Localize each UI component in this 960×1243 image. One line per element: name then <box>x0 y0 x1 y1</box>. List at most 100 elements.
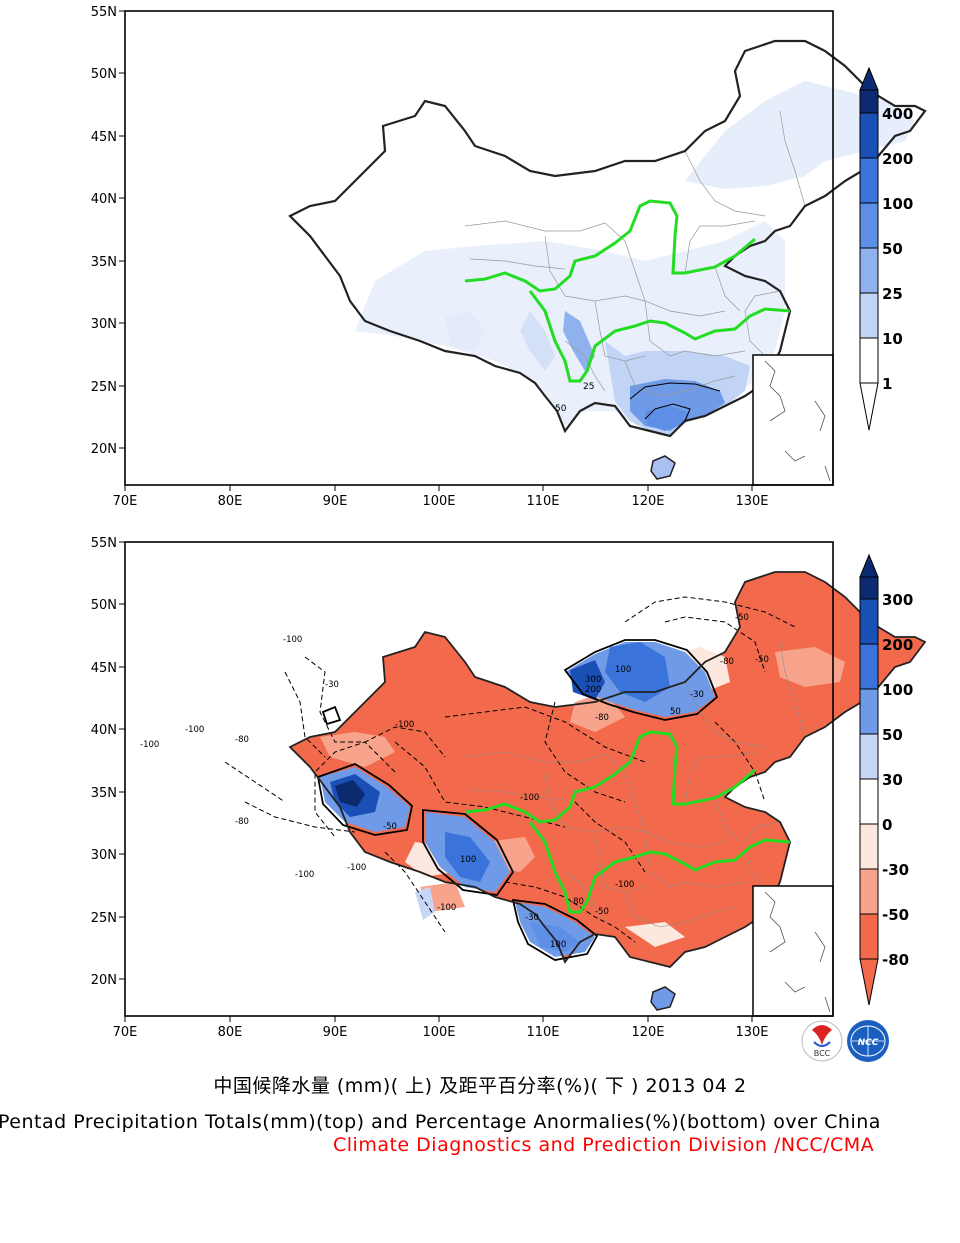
bottom-colorbar: 300 200 100 50 30 0 -30 -50 -80 <box>859 553 913 1006</box>
lat-label: 35N <box>91 786 117 801</box>
lon-label: 120E <box>631 1025 664 1040</box>
contour-label: -80 <box>235 817 249 827</box>
contour-label: -100 <box>283 635 302 645</box>
contour-label: -100 <box>437 903 456 913</box>
contour-label: -30 <box>325 680 339 690</box>
top-contour-label: 25 <box>583 382 594 392</box>
colorbar-label: 200 <box>882 636 913 654</box>
contour-label: -100 <box>615 880 634 890</box>
caption-chinese: 中国候降水量 (mm)( 上) 及距平百分率(%)( 下 ) 2013 04 2 <box>213 1075 747 1097</box>
bottom-lat-labels: 55N 50N 45N 40N 35N 30N 25N 20N <box>91 536 117 988</box>
lat-label: 55N <box>91 536 117 551</box>
lon-label: 90E <box>323 494 348 509</box>
lon-label: 130E <box>735 494 768 509</box>
colorbar-label: 0 <box>882 816 892 834</box>
top-lat-labels: 55N 50N 45N 40N 35N 30N 25N 20N <box>91 5 117 457</box>
contour-label: -100 <box>185 725 204 735</box>
lat-label: 45N <box>91 130 117 145</box>
colorbar-label: -30 <box>882 861 909 879</box>
colorbar-label: 100 <box>882 681 913 699</box>
contour-label: -30 <box>525 913 539 923</box>
colorbar-label: 25 <box>882 285 903 303</box>
colorbar-label: 200 <box>882 150 913 168</box>
contour-label: -100 <box>140 740 159 750</box>
lat-label: 25N <box>91 380 117 395</box>
top-ticks <box>119 10 753 491</box>
colorbar-label: -50 <box>882 906 909 924</box>
bottom-ticks <box>119 541 753 1022</box>
colorbar-label: 100 <box>882 195 913 213</box>
contour-label: -100 <box>295 870 314 880</box>
lat-label: 20N <box>91 442 117 457</box>
lon-label: 100E <box>422 1025 455 1040</box>
lon-label: 100E <box>422 494 455 509</box>
lon-label: 70E <box>113 1025 138 1040</box>
bottom-zero-contours <box>316 639 719 961</box>
bottom-negative-contours <box>224 596 796 943</box>
bottom-inset-south-china-sea <box>752 885 834 1017</box>
colorbar-label: 400 <box>882 105 913 123</box>
top-lon-labels: 70E 80E 90E 100E 110E 120E 130E <box>113 494 769 509</box>
lat-label: 20N <box>91 973 117 988</box>
ncc-logo-text: NCC <box>858 1038 879 1048</box>
lat-label: 45N <box>91 661 117 676</box>
top-colorbar-labels: 400 200 100 50 25 10 1 <box>882 105 913 393</box>
contour-label: 300 <box>585 675 601 685</box>
lat-label: 40N <box>91 723 117 738</box>
lon-label: 110E <box>526 1025 559 1040</box>
caption-english: Pentad Precipitation Totals(mm)(top) and… <box>0 1111 881 1133</box>
lat-label: 30N <box>91 317 117 332</box>
lat-label: 30N <box>91 848 117 863</box>
colorbar-label: 300 <box>882 591 913 609</box>
colorbar-label: 50 <box>882 726 903 744</box>
colorbar-label: -80 <box>882 951 909 969</box>
contour-label: -80 <box>595 713 609 723</box>
contour-label: 100 <box>615 665 631 675</box>
caption-credit: Climate Diagnostics and Prediction Divis… <box>333 1134 875 1156</box>
colorbar-label: 10 <box>882 330 903 348</box>
contour-label: 100 <box>460 855 476 865</box>
contour-label: -100 <box>395 720 414 730</box>
contour-label: -30 <box>690 690 704 700</box>
lon-label: 70E <box>113 494 138 509</box>
contour-label: -80 <box>235 735 249 745</box>
contour-label: 50 <box>670 707 681 717</box>
contour-label: -50 <box>383 822 397 832</box>
contour-label: -100 <box>347 863 366 873</box>
top-contour-25 <box>629 382 721 400</box>
top-contour-label: 50 <box>555 404 567 414</box>
contour-label: -100 <box>520 793 539 803</box>
lat-label: 50N <box>91 67 117 82</box>
top-map-frame <box>124 10 834 486</box>
bottom-map: -100 -100 -100 -50 -80 -30 -100 300 200 … <box>119 541 926 1022</box>
contour-label: -80 <box>570 897 584 907</box>
bottom-positive-anomalies <box>320 642 715 957</box>
top-contour-50 <box>644 403 691 422</box>
lon-label: 80E <box>218 494 243 509</box>
contour-label: 200 <box>585 685 601 695</box>
lat-label: 25N <box>91 911 117 926</box>
lon-label: 80E <box>218 1025 243 1040</box>
top-colorbar: 400 200 100 50 25 10 1 <box>859 66 913 431</box>
ncc-logo: NCC <box>847 1020 889 1062</box>
contour-label: -50 <box>755 655 769 665</box>
bcc-logo-text: BCC <box>814 1049 831 1058</box>
top-map: 25 50 <box>119 10 927 491</box>
bottom-lon-labels: 70E 80E 90E 100E 110E 120E 130E <box>113 1025 769 1040</box>
colorbar-label: 30 <box>882 771 903 789</box>
lat-label: 55N <box>91 5 117 20</box>
lon-label: 130E <box>735 1025 768 1040</box>
bottom-map-frame <box>124 541 834 1017</box>
lat-label: 40N <box>91 192 117 207</box>
bcc-logo: BCC <box>801 1020 843 1062</box>
lat-label: 35N <box>91 255 117 270</box>
contour-label: -50 <box>735 613 749 623</box>
bottom-colorbar-labels: 300 200 100 50 30 0 -30 -50 -80 <box>882 591 913 969</box>
contour-label: 100 <box>550 940 566 950</box>
lat-label: 50N <box>91 598 117 613</box>
colorbar-label: 50 <box>882 240 903 258</box>
bottom-contour-labels: -100 -100 -100 -50 -80 -30 -100 300 200 … <box>140 613 769 950</box>
colorbar-label: 1 <box>882 375 892 393</box>
contour-label: -80 <box>720 657 734 667</box>
